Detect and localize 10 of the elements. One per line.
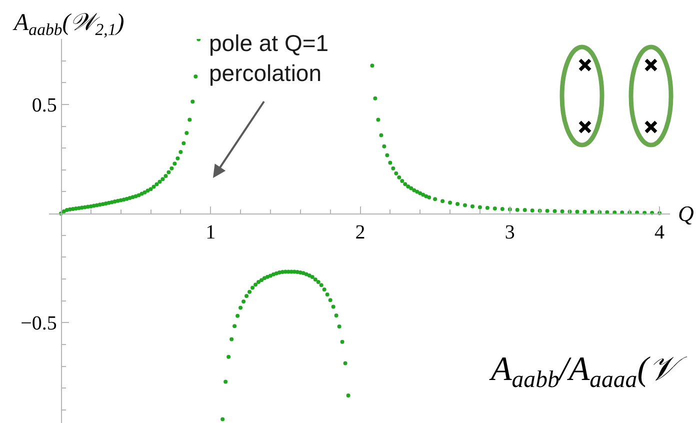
y-tick-label: 0.5 (32, 94, 57, 116)
x-tick-label: 3 (504, 222, 515, 244)
x-axis-title: Q (678, 201, 694, 226)
annotation: pole at Q=1 percolation (209, 30, 329, 86)
x-tick-label: 4 (654, 222, 665, 244)
x-tick-label: 1 (206, 222, 216, 244)
y-axis-title: A$_{aabb}$(𝒲$_{2,1}$) (12, 10, 124, 40)
annotation: A$_{aabb}$/A$_{aaaa}$(𝒱 (489, 351, 688, 394)
x-tick-label: 2 (355, 222, 366, 244)
y-tick-label: −0.5 (20, 312, 57, 335)
